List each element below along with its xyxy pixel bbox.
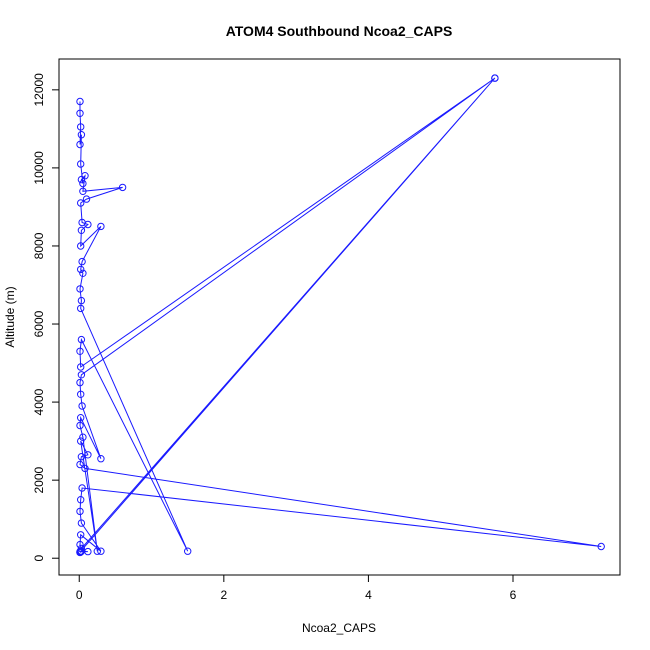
data-point xyxy=(76,421,84,430)
data-point xyxy=(79,187,87,196)
data-point xyxy=(77,496,85,504)
data-point xyxy=(81,172,89,180)
x-tick-label: 4 xyxy=(365,588,372,602)
data-point xyxy=(77,265,85,274)
data-point xyxy=(77,531,85,539)
data-point xyxy=(76,378,84,387)
data-point xyxy=(77,199,85,207)
plot-frame xyxy=(58,58,621,576)
y-tick-label: 0 xyxy=(32,555,46,562)
data-point xyxy=(97,222,105,231)
data-point xyxy=(184,547,192,555)
data-point xyxy=(79,433,87,441)
y-tick-label: 2000 xyxy=(32,466,46,493)
x-tick-label: 6 xyxy=(510,588,517,602)
data-point xyxy=(97,547,105,555)
data-point xyxy=(76,285,84,293)
x-tick-label: 0 xyxy=(76,588,83,602)
data-point xyxy=(77,390,85,398)
data-point xyxy=(77,453,86,461)
data-point xyxy=(97,455,105,463)
y-tick-label: 8000 xyxy=(32,232,46,259)
data-point xyxy=(79,269,87,277)
data-point xyxy=(597,542,605,551)
data-point xyxy=(77,335,86,344)
y-tick-label: 4000 xyxy=(32,388,46,415)
data-point xyxy=(81,464,89,473)
data-point xyxy=(118,183,127,192)
data-point xyxy=(93,547,102,555)
data-point xyxy=(76,507,84,516)
series-line xyxy=(78,77,602,553)
data-point xyxy=(77,304,85,313)
data-point xyxy=(76,140,84,149)
y-axis: 0 2000 4000 6000 8000 10000 12000 xyxy=(32,73,60,562)
data-point xyxy=(77,519,86,527)
data-point xyxy=(77,363,85,371)
chart-title: ATOM4 Southbound Ncoa2_CAPS xyxy=(226,23,453,39)
data-point xyxy=(77,296,86,305)
y-tick-label: 6000 xyxy=(32,310,46,337)
data-point xyxy=(84,451,92,459)
data-point xyxy=(77,414,85,422)
data-point xyxy=(76,460,84,469)
data-point xyxy=(84,220,92,229)
data-point xyxy=(76,97,84,106)
plot-area xyxy=(76,74,605,557)
x-axis-label: Ncoa2_CAPS xyxy=(302,621,376,635)
y-tick-label: 12000 xyxy=(32,73,46,107)
x-tick-label: 2 xyxy=(220,588,227,602)
data-point xyxy=(78,257,86,266)
y-axis-label: Altitude (m) xyxy=(3,286,17,347)
data-point xyxy=(77,160,85,168)
data-point xyxy=(78,484,86,492)
data-point xyxy=(76,347,84,355)
data-point xyxy=(78,402,86,410)
data-point xyxy=(76,548,84,557)
y-tick-label: 10000 xyxy=(32,151,46,185)
data-point xyxy=(77,242,85,250)
x-axis: 0 2 4 6 xyxy=(76,574,517,602)
data-point xyxy=(76,109,84,118)
data-point xyxy=(77,226,86,235)
data-point xyxy=(491,74,499,82)
data-point xyxy=(79,179,87,188)
data-point xyxy=(77,437,85,445)
data-point xyxy=(77,371,86,379)
data-point xyxy=(77,131,86,139)
data-point xyxy=(77,123,85,131)
data-point xyxy=(82,195,91,203)
